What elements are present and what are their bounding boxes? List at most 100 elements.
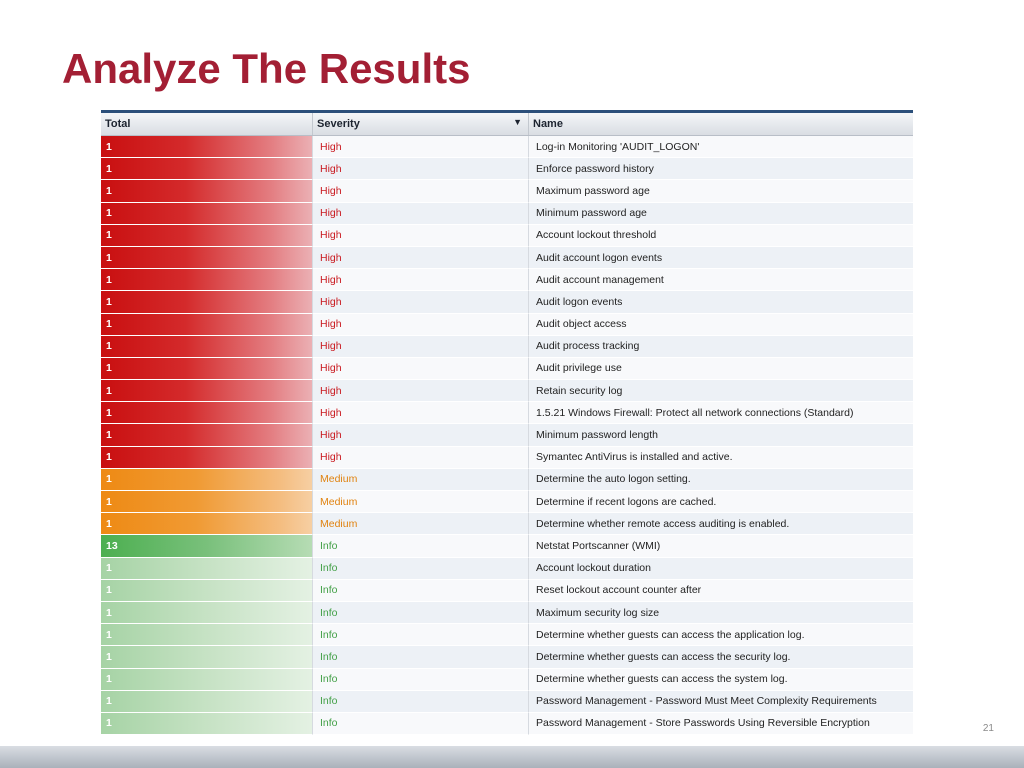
name-cell: Determine whether guests can access the … [529,668,913,691]
table-row[interactable]: 1 Info Account lockout duration [101,557,913,580]
severity-cell: High [313,313,529,336]
table-row[interactable]: 1 Info Determine whether guests can access… [101,624,913,647]
table-row[interactable]: 1 Info Password Management - Store Passwor… [101,712,913,736]
name-cell: Audit process tracking [529,335,913,358]
name-cell: Minimum password length [529,424,913,447]
severity-cell: Info [313,646,529,669]
table-row[interactable]: 1 Medium Determine if recent logons are ca… [101,491,913,514]
name-cell: Account lockout threshold [529,224,913,247]
severity-cell: High [313,246,529,270]
severity-cell: Medium [313,491,529,514]
total-cell: 1 [101,335,313,358]
severity-cell: Info [313,690,529,713]
footer-bar [0,746,1024,768]
severity-cell: High [313,402,529,425]
table-row[interactable]: 1 High Minimum password length [101,424,913,447]
name-cell: Audit object access [529,313,913,336]
slide-title: Analyze The Results [62,45,471,92]
total-cell: 13 [101,535,313,558]
name-cell: Reset lockout account counter after [529,579,913,602]
table-row[interactable]: 1 Info Determine whether guests can access… [101,646,913,669]
name-cell: Symantec AntiVirus is installed and acti… [529,446,913,469]
name-cell: Determine whether guests can access the … [529,646,913,669]
table-header: Total Severity ▼ Name [101,113,913,136]
total-cell: 1 [101,402,313,425]
table-row[interactable]: 1 High Audit process tracking [101,335,913,358]
total-cell: 1 [101,690,313,713]
severity-cell: High [313,202,529,225]
table-row[interactable]: 13 Info Netstat Portscanner (WMI) [101,535,913,558]
total-cell: 1 [101,246,313,270]
name-cell: Determine the auto logon setting. [529,468,913,491]
total-cell: 1 [101,291,313,314]
table-body: 1 High Log-in Monitoring 'AUDIT_LOGON' 1 Hig… [101,136,913,736]
table-row[interactable]: 1 High Account lockout threshold [101,224,913,247]
table-row[interactable]: 1 High Audit logon events [101,291,913,314]
name-cell: 1.5.21 Windows Firewall: Protect all net… [529,402,913,425]
table-row[interactable]: 1 High Audit privilege use [101,357,913,381]
table-row[interactable]: 1 Medium Determine the auto logon setting. [101,468,913,491]
severity-cell: High [313,291,529,314]
severity-cell: Info [313,557,529,580]
total-cell: 1 [101,424,313,447]
table-row[interactable]: 1 High Audit account logon events [101,246,913,270]
name-cell: Audit privilege use [529,357,913,381]
total-cell: 1 [101,712,313,736]
severity-cell: High [313,269,529,292]
name-cell: Retain security log [529,380,913,403]
severity-cell: High [313,224,529,247]
table-row[interactable]: 1 High Retain security log [101,380,913,403]
severity-cell: Info [313,601,529,625]
name-cell: Netstat Portscanner (WMI) [529,535,913,558]
table-row[interactable]: 1 High Log-in Monitoring 'AUDIT_LOGON' [101,136,913,159]
table-row[interactable]: 1 Info Reset lockout account counter after [101,579,913,602]
table-row[interactable]: 1 High Enforce password history [101,158,913,181]
table-row[interactable]: 1 High Maximum password age [101,180,913,203]
name-cell: Audit account logon events [529,246,913,270]
severity-cell: High [313,335,529,358]
total-cell: 1 [101,579,313,602]
total-cell: 1 [101,491,313,514]
total-cell: 1 [101,601,313,625]
table-row[interactable]: 1 High Audit account management [101,269,913,292]
severity-cell: Info [313,535,529,558]
table-row[interactable]: 1 High Audit object access [101,313,913,336]
total-cell: 1 [101,513,313,536]
column-header-label: Name [533,118,563,130]
name-cell: Determine whether guests can access the … [529,624,913,647]
column-header-severity[interactable]: Severity ▼ [313,113,529,135]
results-table: Total Severity ▼ Name 1 High Log-in Monito… [101,110,913,736]
column-header-total[interactable]: Total [101,113,313,135]
table-row[interactable]: 1 Medium Determine whether remote access a… [101,513,913,536]
severity-cell: High [313,180,529,203]
name-cell: Password Management - Password Must Meet… [529,690,913,713]
name-cell: Determine if recent logons are cached. [529,491,913,514]
total-cell: 1 [101,224,313,247]
total-cell: 1 [101,158,313,181]
sort-descending-icon[interactable]: ▼ [513,117,522,127]
table-row[interactable]: 1 Info Password Management - Password Must… [101,690,913,713]
name-cell: Enforce password history [529,158,913,181]
table-row[interactable]: 1 Info Maximum security log size [101,601,913,625]
name-cell: Audit account management [529,269,913,292]
table-row[interactable]: 1 High Minimum password age [101,202,913,225]
name-cell: Account lockout duration [529,557,913,580]
table-row[interactable]: 1 High 1.5.21 Windows Firewall: Protect al… [101,402,913,425]
total-cell: 1 [101,668,313,691]
table-row[interactable]: 1 High Symantec AntiVirus is installed and… [101,446,913,469]
total-cell: 1 [101,446,313,469]
severity-cell: Medium [313,513,529,536]
severity-cell: High [313,357,529,381]
name-cell: Log-in Monitoring 'AUDIT_LOGON' [529,136,913,159]
name-cell: Maximum security log size [529,601,913,625]
table-row[interactable]: 1 Info Determine whether guests can access… [101,668,913,691]
name-cell: Password Management - Store Passwords Us… [529,712,913,736]
column-header-name[interactable]: Name [529,113,913,135]
total-cell: 1 [101,468,313,491]
total-cell: 1 [101,624,313,647]
total-cell: 1 [101,136,313,159]
severity-cell: Medium [313,468,529,491]
total-cell: 1 [101,180,313,203]
total-cell: 1 [101,557,313,580]
page-number: 21 [982,723,994,734]
